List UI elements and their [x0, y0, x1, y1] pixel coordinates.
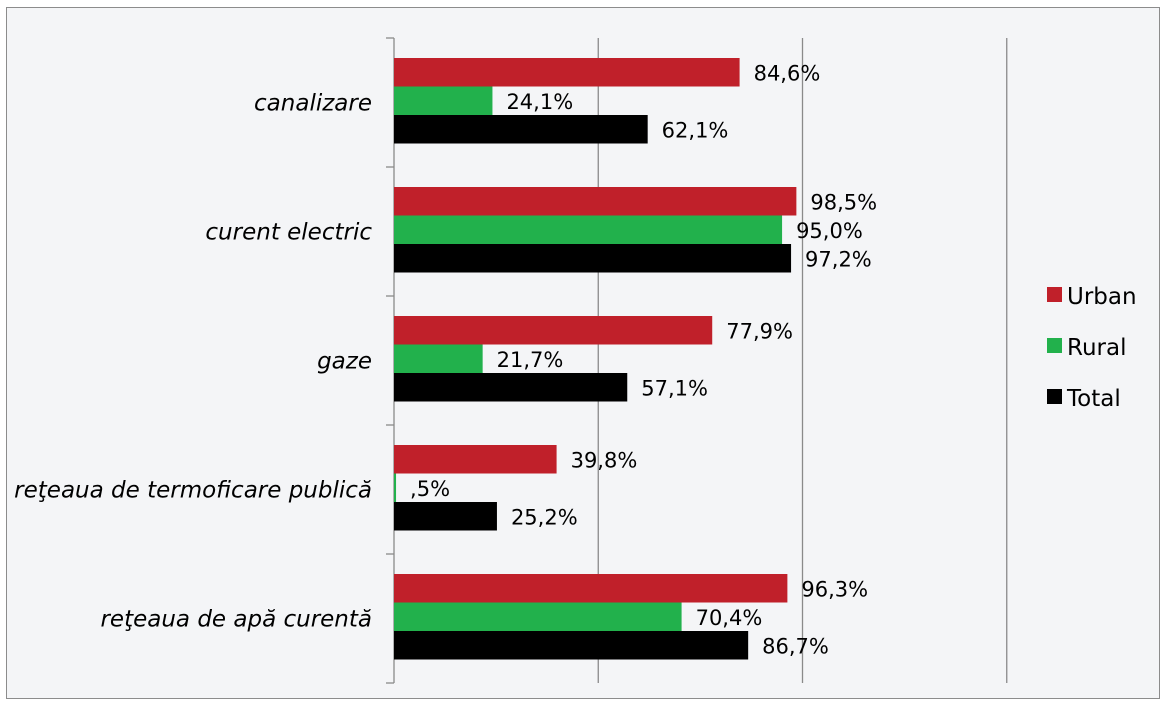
bar-chart: 84,6% 24,1% 62,1% 98,5% 95,0% 97,2% 77,9% 21,7%…	[14, 37, 1137, 684]
bar-total	[394, 373, 628, 402]
legend-label-urban: Urban	[1067, 284, 1137, 310]
bar-rural	[394, 86, 493, 115]
bar-urban	[394, 187, 797, 216]
category-label: reţeaua de termoficare publică	[14, 478, 372, 504]
data-label-urban: 96,3%	[801, 577, 868, 601]
bar-total	[394, 502, 497, 531]
data-label-rural: 24,1%	[506, 90, 573, 114]
data-label-rural: 21,7%	[497, 348, 564, 372]
data-label-total: 62,1%	[662, 118, 729, 142]
bar-urban	[394, 445, 557, 474]
category-label: canalizare	[254, 91, 372, 117]
data-label-rural: 95,0%	[796, 219, 863, 243]
category-label: reţeaua de apă curentă	[100, 607, 372, 633]
bar-rural	[394, 215, 783, 244]
category-label: gaze	[317, 349, 372, 375]
legend-swatch-rural	[1047, 338, 1062, 353]
chart-frame: 84,6% 24,1% 62,1% 98,5% 95,0% 97,2% 77,9% 21,7%…	[6, 7, 1160, 699]
data-label-rural: ,5%	[410, 477, 450, 501]
data-label-total: 86,7%	[762, 634, 829, 658]
category-label: curent electric	[205, 220, 372, 246]
legend-label-rural: Rural	[1067, 335, 1126, 361]
data-label-total: 57,1%	[641, 376, 708, 400]
bar-rural	[394, 602, 682, 631]
data-label-urban: 39,8%	[571, 448, 638, 472]
data-label-total: 25,2%	[511, 505, 578, 529]
data-label-urban: 84,6%	[754, 61, 821, 85]
bar-total	[394, 115, 648, 144]
legend-label-total: Total	[1066, 386, 1121, 412]
bar-urban	[394, 58, 740, 87]
legend-swatch-total	[1047, 389, 1062, 404]
data-label-rural: 70,4%	[696, 606, 763, 630]
bar-total	[394, 244, 792, 273]
data-label-urban: 98,5%	[810, 190, 877, 214]
data-label-total: 97,2%	[805, 247, 872, 271]
bar-rural	[394, 344, 483, 373]
bar-urban	[394, 316, 713, 345]
legend-swatch-urban	[1047, 287, 1062, 302]
bar-rural	[394, 473, 397, 502]
bar-urban	[394, 574, 788, 603]
data-label-urban: 77,9%	[726, 319, 793, 343]
bar-total	[394, 631, 749, 660]
